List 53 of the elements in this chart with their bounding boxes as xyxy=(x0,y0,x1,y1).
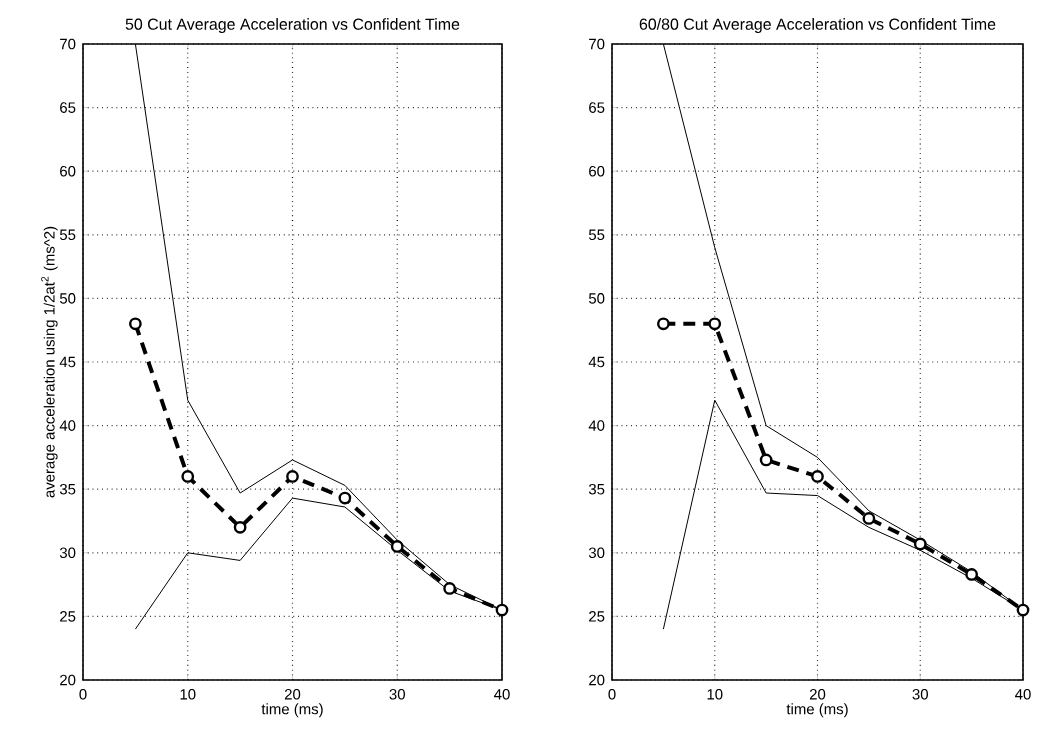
y-tick-label: 20 xyxy=(589,674,605,686)
point xyxy=(390,540,404,553)
point xyxy=(495,603,509,617)
point xyxy=(181,470,195,483)
y-tick-label: 55 xyxy=(59,229,76,241)
y-tick-label: 70 xyxy=(60,38,76,50)
x-tick-label: 40 xyxy=(494,689,510,700)
point xyxy=(129,317,142,331)
point xyxy=(913,537,927,551)
x-tick-label: 10 xyxy=(707,689,723,700)
x-axis-title: time (ms) xyxy=(261,703,323,718)
y-tick-label: 70 xyxy=(589,38,605,50)
y-axis-title: average acceleration using 1/2at$^{2}$ (ms^2) xyxy=(41,226,58,498)
point xyxy=(233,520,247,534)
y-tick-label: 40 xyxy=(59,420,76,431)
y-tick-label: 45 xyxy=(588,356,605,368)
y-tick-label: 65 xyxy=(60,102,76,113)
x-axis-title: time (ms) xyxy=(786,703,848,718)
y-tick-label: 40 xyxy=(588,420,605,431)
chart-title: 50 Cut Average Acceleration vs Confident Time xyxy=(125,18,460,33)
x-tick-label: 20 xyxy=(284,689,301,700)
x-tick-label: 0 xyxy=(79,689,87,700)
y-tick-label: 35 xyxy=(588,483,605,495)
point xyxy=(759,453,773,467)
x-tick-label: 40 xyxy=(1015,689,1031,700)
y-tick-label: 65 xyxy=(589,102,605,113)
y-tick-label: 60 xyxy=(60,165,76,177)
y-tick-label: 30 xyxy=(59,547,76,559)
x-tick-label: 10 xyxy=(180,689,196,700)
x-tick-label: 0 xyxy=(608,689,616,700)
y-tick-label: 25 xyxy=(589,611,605,622)
x-tick-label: 20 xyxy=(809,689,826,700)
point xyxy=(811,470,824,483)
y-tick-label: 50 xyxy=(59,293,76,304)
point xyxy=(338,491,352,505)
x-tick-label: 30 xyxy=(389,689,405,700)
point xyxy=(965,568,979,581)
y-tick-label: 35 xyxy=(59,483,76,495)
point xyxy=(657,317,670,331)
point xyxy=(708,317,722,331)
y-tick-label: 55 xyxy=(588,229,605,241)
y-tick-label: 20 xyxy=(60,674,76,686)
y-tick-label: 50 xyxy=(588,293,605,304)
y-tick-label: 45 xyxy=(59,356,76,368)
x-tick-label: 30 xyxy=(912,689,928,700)
point xyxy=(286,470,299,483)
y-tick-label: 30 xyxy=(588,547,605,559)
y-tick-label: 25 xyxy=(60,611,76,622)
y-tick-label: 60 xyxy=(589,165,605,177)
point xyxy=(862,512,876,525)
chart-title: 60/80 Cut Average Acceleration vs Confident Time xyxy=(639,18,996,33)
point xyxy=(1016,603,1030,617)
point xyxy=(443,582,456,595)
